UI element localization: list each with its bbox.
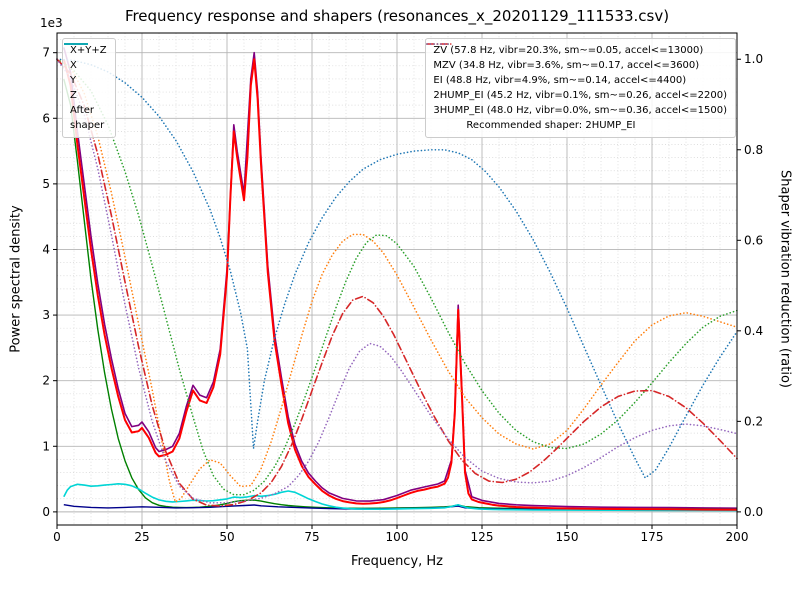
legend-item-shaper-3hump-ei: 3HUMP_EI (48.0 Hz, vibr=0.0%, sm~=0.36, …: [426, 43, 727, 118]
y-right-axis-label: Shaper vibration reduction (ratio): [777, 170, 793, 388]
chart-title: Frequency response and shapers (resonanc…: [124, 7, 670, 25]
y-left-tick-label: 0: [42, 505, 50, 519]
legend-psd: X+Y+Z X Y Z After shaper: [62, 38, 116, 138]
x-tick-label: 25: [134, 530, 149, 544]
legend-swatch-shaper-3hump-ei: [426, 43, 453, 45]
series-shaper-3hump-ei: [56, 58, 738, 504]
y-left-tick-label: 1: [42, 439, 50, 453]
x-tick-label: 150: [556, 530, 579, 544]
legend-item-psd-after-shaper: After shaper: [64, 43, 107, 133]
x-tick-label: 125: [471, 530, 494, 544]
y-left-tick-label: 6: [42, 111, 50, 125]
x-axis-label: Frequency, Hz: [350, 554, 444, 569]
y-left-tick-label: 2: [42, 374, 50, 388]
legend-item-shaper-2hump-ei: 2HUMP_EI (45.2 Hz, vibr=0.1%, sm~=0.26, …: [426, 43, 727, 103]
series-shaper-2hump-ei: [56, 58, 738, 507]
legend-item-psd-y: Y: [64, 43, 107, 88]
legend-item-psd-x: X: [64, 43, 107, 73]
x-tick-label: 100: [386, 530, 409, 544]
legend-label: X: [70, 60, 77, 71]
legend-item-shaper-zv: ZV (57.8 Hz, vibr=20.3%, sm~=0.05, accel…: [426, 43, 727, 58]
series-shaper-ei: [56, 58, 738, 496]
axis-ticks: 0 25 50 75 100 125 150 175 200 0 1 2 3 4 5 6 7 0.0 0.2 0.4 0…: [42, 46, 763, 544]
y-axis-offset-text: 1e3: [40, 16, 63, 30]
legend-label: 2HUMP_EI (45.2 Hz, vibr=0.1%, sm~=0.26, …: [433, 90, 727, 101]
y-left-axis-label: Power spectral density: [8, 205, 24, 353]
legend-label: 3HUMP_EI (48.0 Hz, vibr=0.0%, sm~=0.36, …: [433, 105, 727, 116]
x-tick-label: 175: [641, 530, 664, 544]
y-right-tick-label: 1.0: [744, 52, 763, 66]
legend-label: X+Y+Z: [70, 45, 107, 56]
y-right-tick-label: 0.0: [744, 505, 763, 519]
y-right-tick-label: 0.6: [744, 233, 763, 247]
recommended-shaper-note: Recommended shaper: 2HUMP_EI: [466, 118, 727, 133]
series-shaper-zv: [56, 58, 738, 479]
legend-label: Y: [70, 75, 77, 86]
y-left-tick-label: 4: [42, 242, 50, 256]
recommended-shaper-text: Recommended shaper: 2HUMP_EI: [466, 120, 636, 131]
y-right-tick-label: 0.4: [744, 324, 763, 338]
legend-label: After shaper: [70, 105, 105, 131]
legend-shapers: ZV (57.8 Hz, vibr=20.3%, sm~=0.05, accel…: [425, 38, 736, 138]
legend-swatch-psd-after-shaper: [64, 43, 88, 45]
legend-label: MZV (34.8 Hz, vibr=3.6%, sm~=0.17, accel…: [433, 60, 700, 71]
y-left-tick-label: 3: [42, 308, 50, 322]
x-tick-label: 50: [219, 530, 234, 544]
x-tick-label: 75: [304, 530, 319, 544]
series-psd-y: [63, 78, 738, 510]
series-shaper-mzv: [56, 58, 738, 503]
x-tick-label: 0: [53, 530, 61, 544]
x-tick-label: 200: [726, 530, 749, 544]
series-psd-x: [62, 58, 738, 511]
legend-item-shaper-mzv: MZV (34.8 Hz, vibr=3.6%, sm~=0.17, accel…: [426, 43, 727, 73]
legend-label: EI (48.8 Hz, vibr=4.9%, sm~=0.14, accel<…: [433, 75, 687, 86]
legend-label: Z: [70, 90, 77, 101]
series-curves: [56, 47, 738, 512]
legend-item-psd-z: Z: [64, 43, 107, 103]
y-left-tick-label: 5: [42, 177, 50, 191]
y-left-tick-label: 7: [42, 46, 50, 60]
y-right-tick-label: 0.2: [744, 414, 763, 428]
y-right-tick-label: 0.8: [744, 143, 763, 157]
series-psd-after-shaper: [63, 483, 738, 512]
legend-label: ZV (57.8 Hz, vibr=20.3%, sm~=0.05, accel…: [433, 45, 704, 56]
legend-item-shaper-ei: EI (48.8 Hz, vibr=4.9%, sm~=0.14, accel<…: [426, 43, 727, 88]
